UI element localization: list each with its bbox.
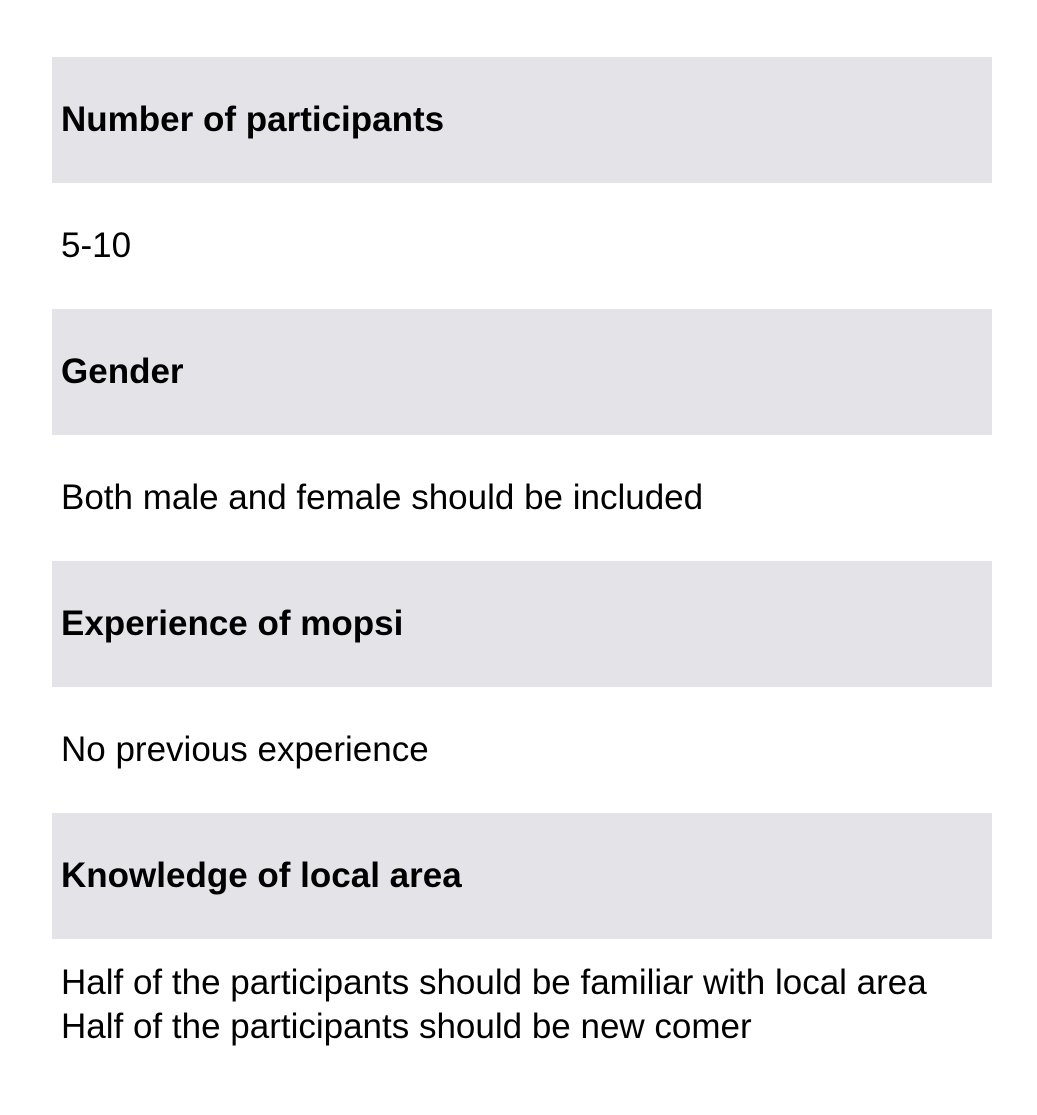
criteria-value-local-knowledge: Half of the participants should be famil… (52, 939, 992, 1079)
value-text-line-2: Half of the participants should be new c… (61, 1007, 752, 1046)
heading-label: Knowledge of local area (61, 856, 462, 895)
participant-criteria-table: Number of participants 5-10 Gender Both … (52, 57, 992, 1079)
value-text-line-1: Half of the participants should be famil… (61, 963, 927, 1002)
heading-label: Gender (61, 352, 184, 391)
criteria-heading-number-of-participants: Number of participants (52, 57, 992, 183)
criteria-value-gender: Both male and female should be included (52, 435, 992, 561)
criteria-heading-local-knowledge: Knowledge of local area (52, 813, 992, 939)
criteria-heading-experience: Experience of mopsi (52, 561, 992, 687)
criteria-value-experience: No previous experience (52, 687, 992, 813)
criteria-heading-gender: Gender (52, 309, 992, 435)
criteria-value-number-of-participants: 5-10 (52, 183, 992, 309)
value-lines: Half of the participants should be famil… (61, 961, 927, 1049)
value-text: 5-10 (61, 226, 132, 265)
value-text: No previous experience (61, 730, 429, 769)
value-text: Both male and female should be included (61, 478, 704, 517)
heading-label: Experience of mopsi (61, 604, 404, 643)
heading-label: Number of participants (61, 100, 445, 139)
